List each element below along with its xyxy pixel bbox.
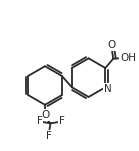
Text: F: F [59, 116, 65, 126]
Text: F: F [37, 116, 42, 126]
Text: O: O [41, 110, 49, 120]
Text: N: N [104, 84, 112, 94]
Text: O: O [108, 40, 116, 50]
Text: F: F [46, 131, 52, 141]
Text: OH: OH [120, 53, 136, 63]
